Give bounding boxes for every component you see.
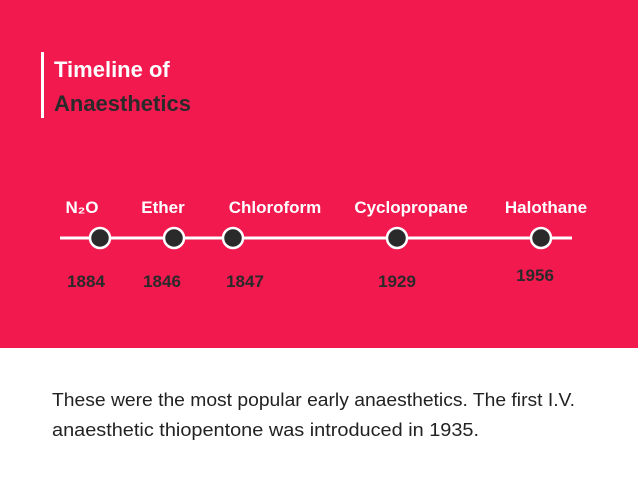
event-year: 1929 [378,272,416,291]
title-bar [41,52,44,118]
event-name: Halothane [505,198,587,217]
events: N₂O 1884 Ether 1846 Chloroform 1847 Cyclopropa… [65,198,587,291]
red-band [0,0,638,348]
event-year: 1847 [226,272,264,291]
body-text: anaesthetic thiopentone was introduced i… [52,420,479,440]
event-name: Chloroform [229,198,322,217]
event-name: Cyclopropane [354,198,467,217]
event-year: 1884 [67,272,105,291]
timeline-dot [385,226,409,250]
event-year: 1846 [143,272,181,291]
timeline-dot [88,226,112,250]
event-name: Ether [141,198,185,217]
event-year: 1956 [516,266,554,285]
timeline-dot [529,226,553,250]
timeline-dot [221,226,245,250]
title-line: Timeline of [54,57,170,82]
timeline-dot [162,226,186,250]
event-name: N₂O [65,198,98,217]
body-text: These were the most popular early anaest… [52,390,575,410]
white-band [0,348,638,479]
title-line: Anaesthetics [54,91,191,116]
